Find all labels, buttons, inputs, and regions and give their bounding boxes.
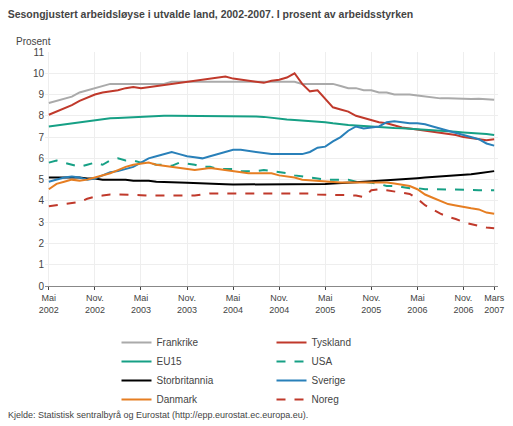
svg-text:Prosent: Prosent: [16, 36, 51, 47]
svg-text:Sverige: Sverige: [312, 375, 346, 386]
svg-text:Storbritannia: Storbritannia: [157, 375, 214, 386]
svg-text:0: 0: [38, 281, 44, 292]
svg-text:Nov.2006: Nov.2006: [453, 293, 473, 315]
svg-text:5: 5: [38, 174, 44, 185]
svg-text:2: 2: [38, 238, 44, 249]
svg-text:Nov.2004: Nov.2004: [269, 293, 289, 315]
svg-text:7: 7: [38, 132, 44, 143]
svg-text:Kjelde: Statistisk sentralbyrå: Kjelde: Statistisk sentralbyrå og Eurost…: [8, 410, 308, 420]
svg-text:9: 9: [38, 89, 44, 100]
svg-text:Sesongjustert arbeidsløyse i u: Sesongjustert arbeidsløyse i utvalde lan…: [8, 8, 414, 20]
svg-text:Nov.2003: Nov.2003: [177, 293, 197, 315]
svg-text:Mai2006: Mai2006: [407, 293, 427, 315]
svg-text:Frankrike: Frankrike: [157, 337, 199, 348]
svg-text:Noreg: Noreg: [312, 394, 339, 405]
svg-text:3: 3: [38, 217, 44, 228]
svg-text:Mai2003: Mai2003: [131, 293, 151, 315]
svg-text:Nov.2002: Nov.2002: [85, 293, 105, 315]
svg-text:8: 8: [38, 110, 44, 121]
svg-text:Mars2007: Mars2007: [484, 293, 505, 315]
svg-text:Danmark: Danmark: [157, 394, 199, 405]
svg-text:Mai2002: Mai2002: [39, 293, 59, 315]
svg-text:11: 11: [34, 47, 45, 58]
svg-text:4: 4: [38, 195, 44, 206]
svg-text:USA: USA: [312, 356, 333, 367]
svg-text:Mai2004: Mai2004: [223, 293, 243, 315]
svg-text:6: 6: [38, 153, 44, 164]
svg-text:Mai2005: Mai2005: [315, 293, 335, 315]
svg-text:Tyskland: Tyskland: [312, 337, 351, 348]
svg-text:10: 10: [33, 68, 45, 79]
svg-text:Nov.2005: Nov.2005: [361, 293, 381, 315]
svg-text:EU15: EU15: [157, 356, 182, 367]
svg-text:1: 1: [38, 259, 44, 270]
